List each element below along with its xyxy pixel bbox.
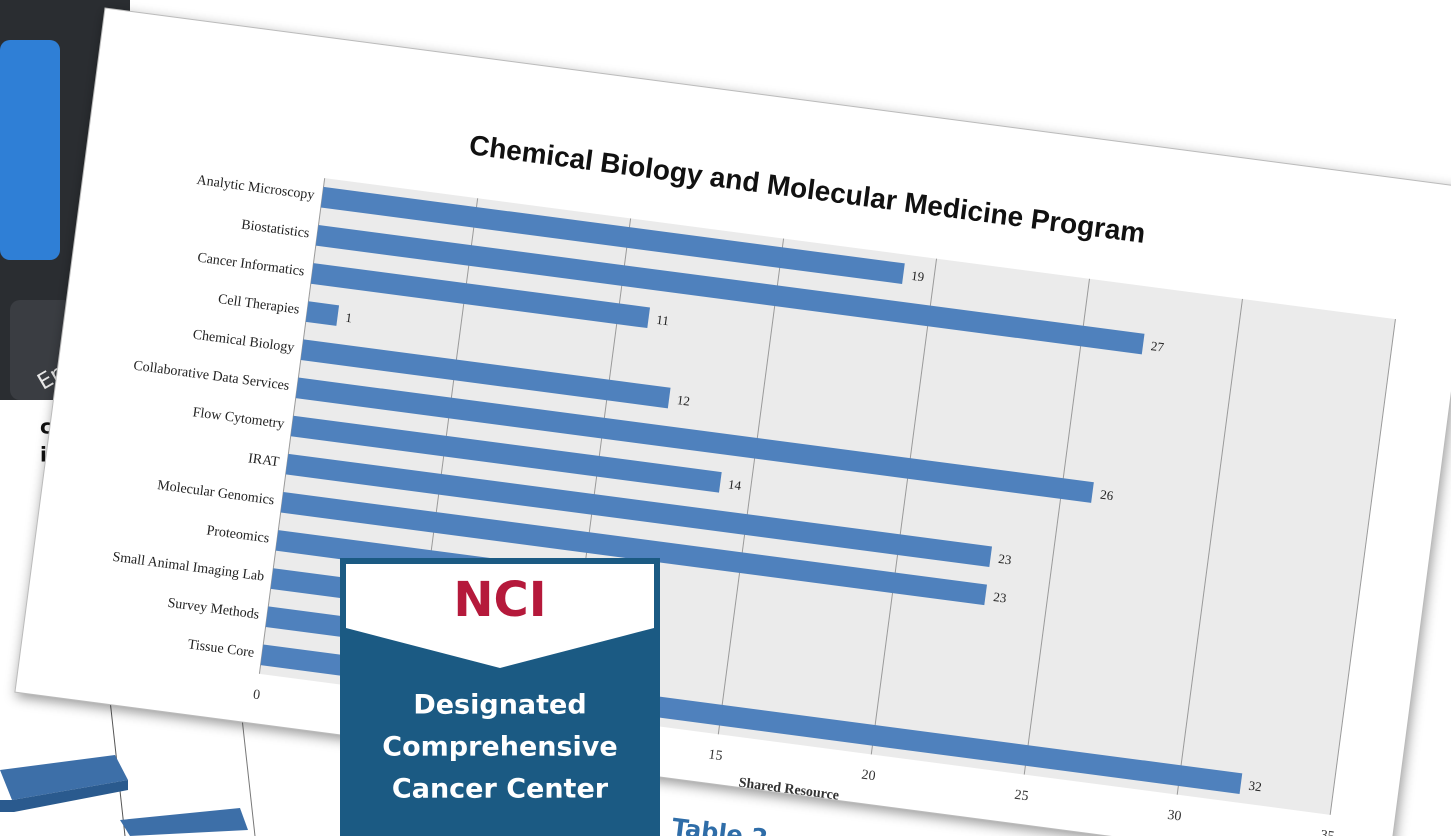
- x-tick-label: 25: [1013, 788, 1029, 805]
- bar: [306, 301, 339, 326]
- x-tick-label: 30: [1166, 808, 1182, 825]
- value-label: 19: [910, 268, 925, 285]
- badge-line: Designated: [413, 690, 586, 721]
- value-label: 32: [1248, 778, 1263, 795]
- table-caption: Table 2.: [670, 813, 778, 836]
- screenshot: Ent cols ios Table 2. Chemical Biology a…: [0, 0, 1451, 836]
- value-label: 27: [1150, 338, 1165, 355]
- badge-line: Comprehensive: [382, 732, 617, 763]
- value-label: 26: [1099, 487, 1114, 504]
- value-label: 14: [727, 476, 742, 493]
- chart-card: Chemical Biology and Molecular Medicine …: [15, 8, 1451, 836]
- nci-badge: NCI Designated Comprehensive Cancer Cent…: [340, 558, 660, 836]
- value-label: 12: [676, 392, 691, 409]
- badge-line: Cancer Center: [392, 774, 609, 805]
- value-label: 23: [993, 589, 1008, 606]
- badge-acronym: NCI: [453, 572, 546, 628]
- x-tick-label: 15: [708, 747, 724, 764]
- page: {"chart_data": {"type": "bar", "orientat…: [0, 0, 1451, 836]
- value-label: 23: [998, 551, 1013, 568]
- value-label: 11: [656, 312, 670, 329]
- x-tick-label: 35: [1319, 828, 1335, 836]
- x-tick-label: 20: [861, 768, 877, 785]
